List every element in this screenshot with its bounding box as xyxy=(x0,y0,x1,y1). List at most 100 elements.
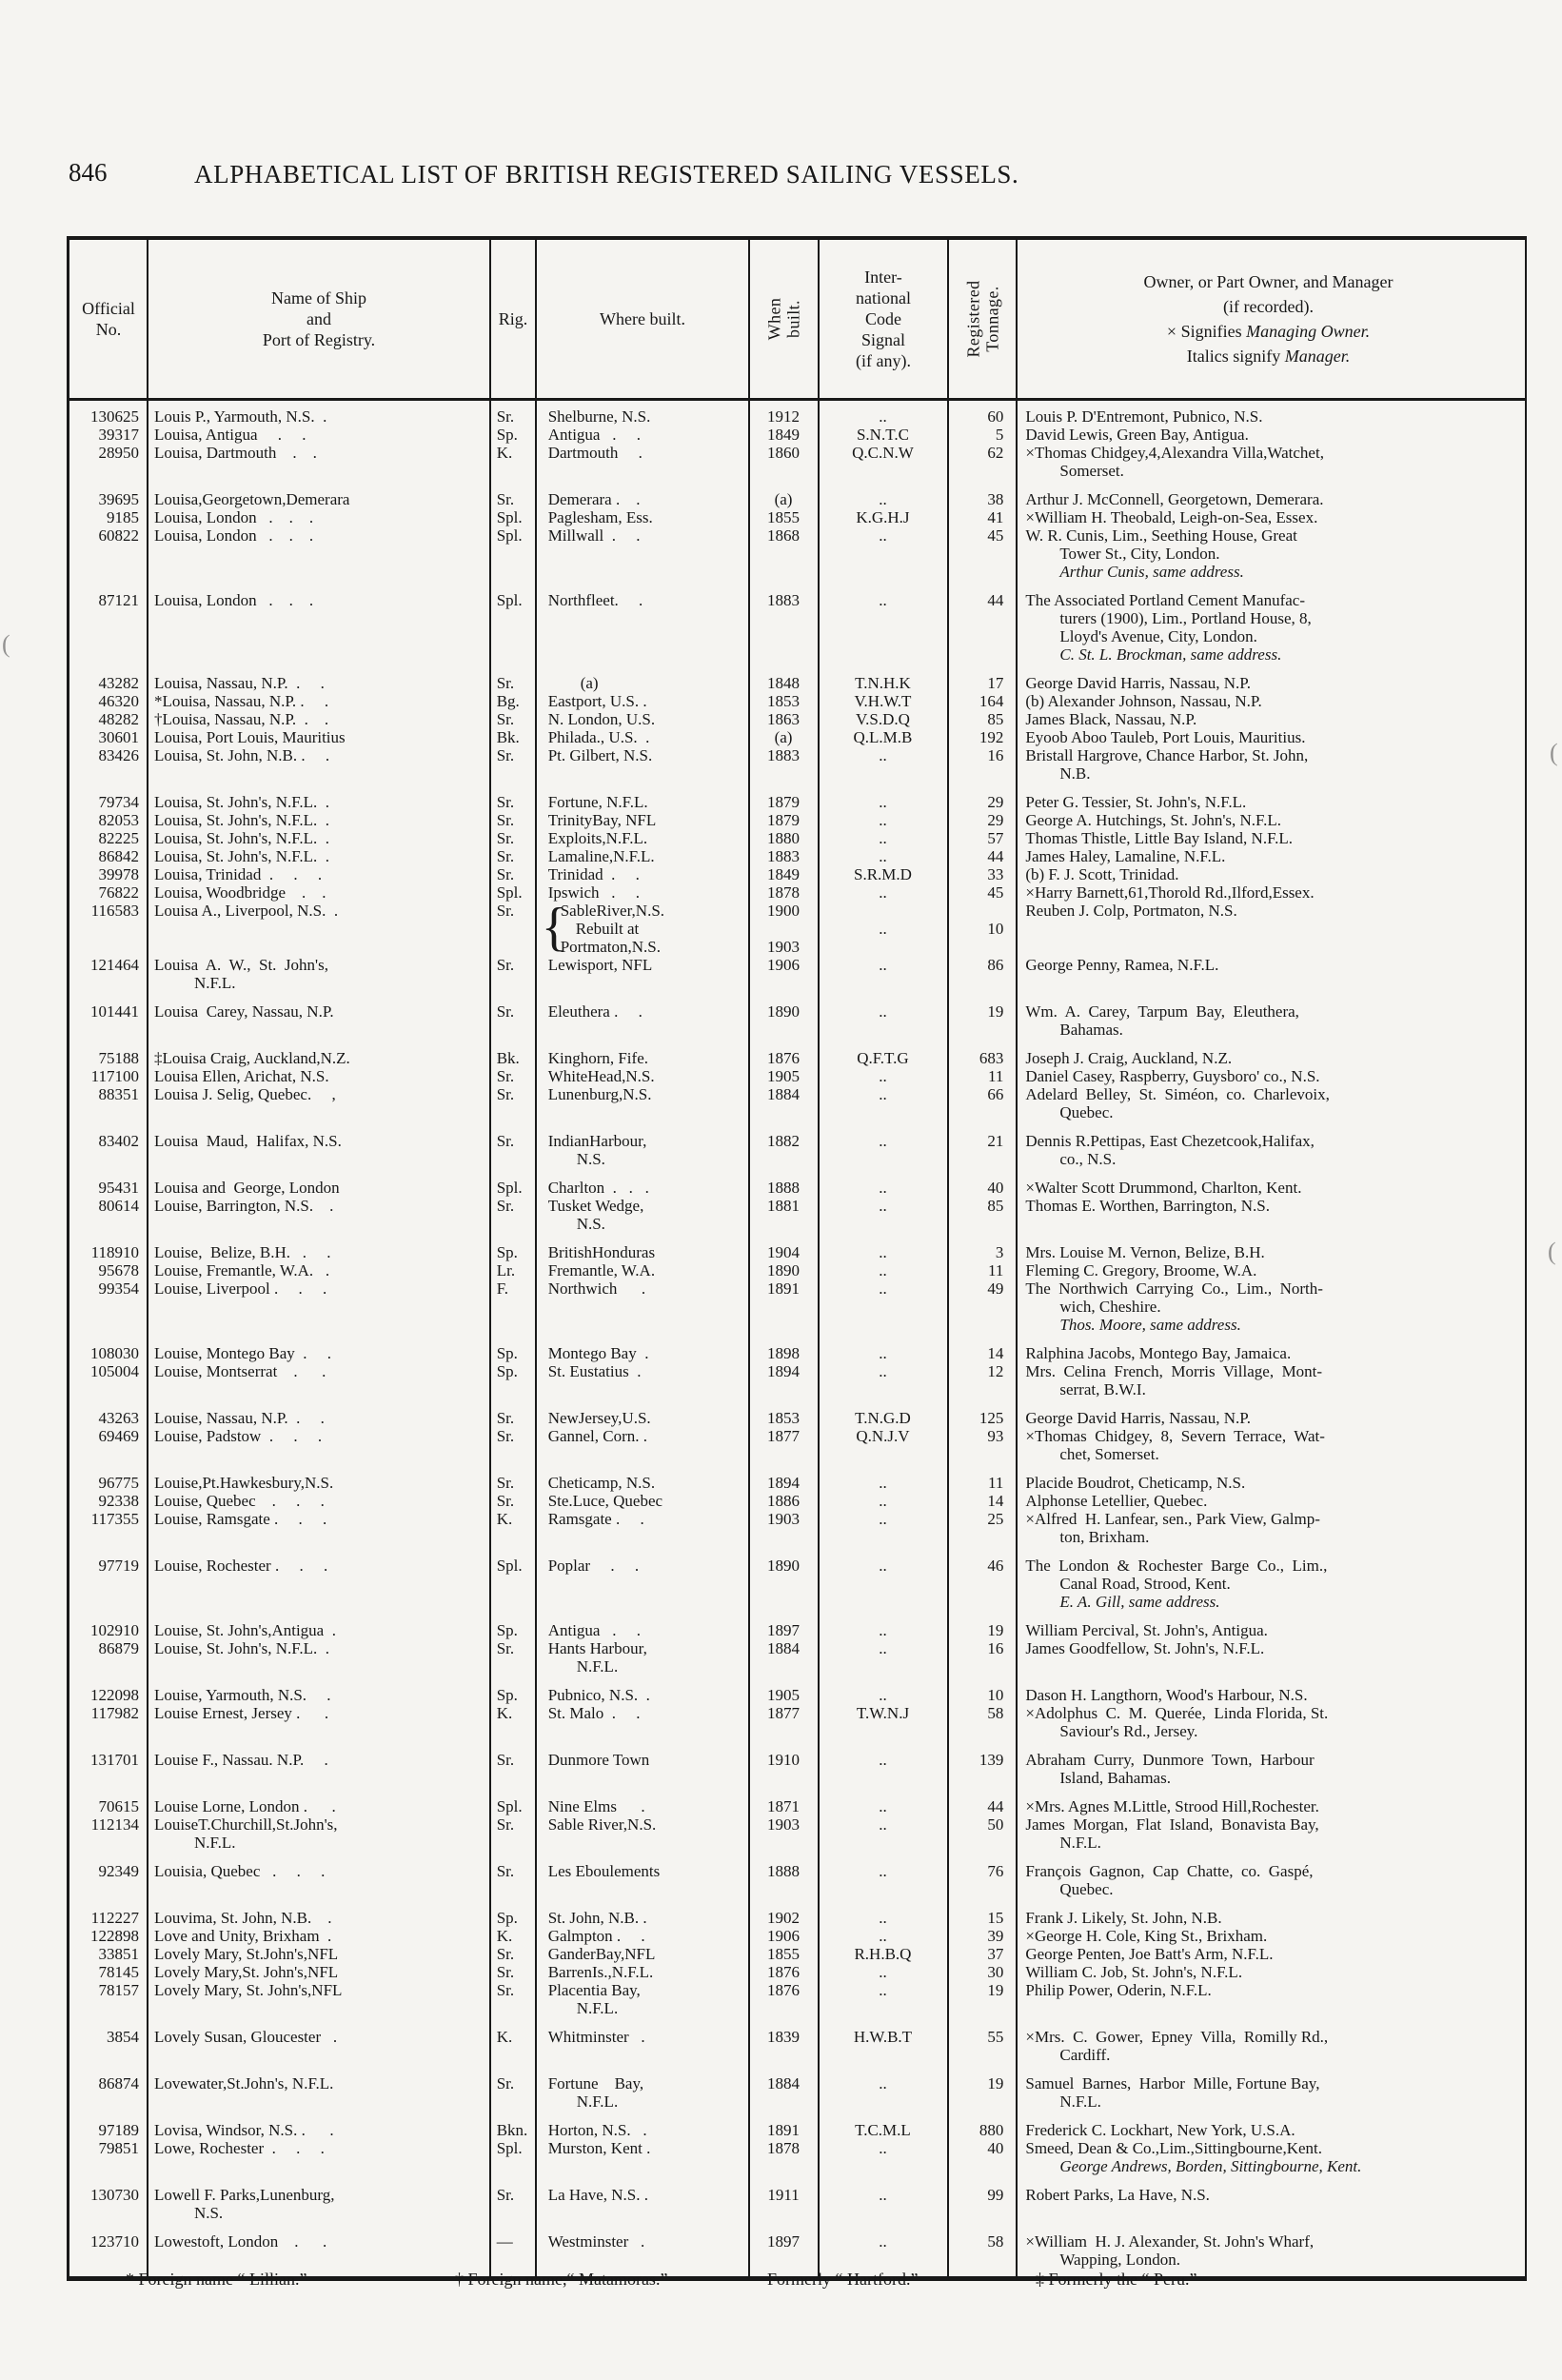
text-line: H.W.B.T xyxy=(853,2028,913,2046)
vessel-table: Official No. Name of Ship and Port of Re… xyxy=(67,236,1527,2281)
when-built-cell: 1891 xyxy=(749,1279,819,1298)
text-line: 97719 xyxy=(98,1557,139,1575)
text-line: Louisa J. Selig, Quebec. , xyxy=(153,1085,336,1103)
text-line: Nine Elms . xyxy=(547,1797,645,1815)
ship-name-cell: Louise F., Nassau. N.P. . xyxy=(148,1751,490,1769)
code-signal-cell: .. xyxy=(819,2139,948,2157)
text-line: 49 xyxy=(987,1279,1004,1298)
code-signal-cell: .. xyxy=(819,1197,948,1215)
official-no-cell: 39695 xyxy=(69,490,148,508)
text-line: Love and Unity, Brixham . xyxy=(153,1927,332,1945)
text-line: 1879 xyxy=(767,793,801,811)
text-line: .. xyxy=(879,1797,887,1815)
text-line: .. xyxy=(879,1492,887,1510)
text-line: 192 xyxy=(979,728,1004,746)
text-line: Rebuilt at xyxy=(575,920,640,938)
text-line: .. xyxy=(879,1279,887,1298)
text-line: T.C.M.L xyxy=(855,2121,911,2139)
when-built-cell: 1876 xyxy=(749,1049,819,1067)
tonnage-cell: 17 xyxy=(947,674,1016,692)
text-line: 41 xyxy=(987,508,1004,526)
text-line: Louisia, Quebec . . . xyxy=(153,1862,326,1880)
header-ship-name: Name of Ship and Port of Registry. xyxy=(262,288,376,349)
text-line: Tower St., City, London. xyxy=(1059,545,1220,563)
ship-name-cell: Louise, Belize, B.H. . . xyxy=(148,1243,490,1261)
text-line: George Penten, Joe Batt's Arm, N.F.L. xyxy=(1025,1945,1274,1963)
text-line: 16 xyxy=(987,1639,1004,1657)
code-signal-cell: .. xyxy=(819,1362,948,1380)
text-line: Smeed, Dean & Co.,Lim.,Sittingbourne,Ken… xyxy=(1025,2139,1322,2157)
owner-cell: The London & Rochester Barge Co., Lim., C… xyxy=(1016,1557,1525,1611)
owner-cell: George A. Hutchings, St. John's, N.F.L. xyxy=(1016,811,1525,829)
official-no-cell: 86879 xyxy=(69,1639,148,1657)
code-signal-cell: .. xyxy=(819,746,948,764)
text-line: Fortune, N.F.L. xyxy=(547,793,648,811)
owner-cell: James Goodfellow, St. John's, N.F.L. xyxy=(1016,1639,1525,1657)
text-line: .. xyxy=(879,847,887,865)
text-line: Lovely Mary, St. John's,NFL xyxy=(153,1981,343,1999)
owner-cell: David Lewis, Green Bay, Antigua. xyxy=(1016,426,1525,444)
when-built-cell: 1898 xyxy=(749,1344,819,1362)
vessel-row: 43263 Louise, Nassau, N.P. . . Sr. NewJerse… xyxy=(69,1409,1525,1427)
text-line: Louisa, St. John's, N.F.L. . xyxy=(153,847,329,865)
official-no-cell: 117982 xyxy=(69,1704,148,1722)
text-line: ‡Louisa Craig, Auckland,N.Z. xyxy=(153,1049,350,1067)
scan-artifact: ( xyxy=(1550,739,1558,766)
official-no-cell: 102910 xyxy=(69,1621,148,1639)
code-signal-cell: .. xyxy=(819,1279,948,1298)
official-no-cell: 43263 xyxy=(69,1409,148,1427)
text-line: 1853 xyxy=(767,1409,801,1427)
tonnage-cell: 85 xyxy=(947,710,1016,728)
when-built-cell: 1911 xyxy=(749,2186,819,2204)
text-line: BarrenIs.,N.F.L. xyxy=(547,1963,654,1981)
text-line: Sr. xyxy=(496,793,515,811)
text-line: T.N.G.D xyxy=(855,1409,911,1427)
page-number: 846 xyxy=(69,158,108,187)
where-built-cell: Pt. Gilbert, N.S. xyxy=(536,746,749,764)
text-line: 1903 xyxy=(767,1510,801,1528)
official-no-cell: 69469 xyxy=(69,1427,148,1445)
text-line: LouiseT.Churchill,St.John's, xyxy=(153,1815,338,1834)
text-line: Louise, Quebec . . . xyxy=(153,1492,325,1510)
tonnage-cell: 44 xyxy=(947,1797,1016,1815)
text-line: 29 xyxy=(987,793,1004,811)
text-line: co., N.S. xyxy=(1059,1150,1117,1168)
text-line: Louise, Barrington, N.S. . xyxy=(153,1197,334,1215)
tonnage-cell: 40 xyxy=(947,2139,1016,2157)
code-signal-cell: .. xyxy=(819,1686,948,1704)
vessel-row: 130625 Louis P., Yarmouth, N.S. . Sr. Shelb… xyxy=(69,407,1525,426)
official-no-cell: 70615 xyxy=(69,1797,148,1815)
text-line: Kinghorn, Fife. xyxy=(547,1049,648,1067)
code-signal-cell: .. xyxy=(819,1751,948,1769)
tonnage-cell: 19 xyxy=(947,1002,1016,1021)
rig-cell: — xyxy=(490,2232,536,2251)
tonnage-cell: 15 xyxy=(947,1909,1016,1927)
when-built-cell: 1871 xyxy=(749,1797,819,1815)
text-line: N.F.L. xyxy=(576,1657,619,1676)
text-line: .. xyxy=(879,1510,887,1528)
text-line: George David Harris, Nassau, N.P. xyxy=(1025,1409,1252,1427)
code-signal-cell: Q.C.N.W xyxy=(819,444,948,462)
text-line: 39695 xyxy=(98,490,139,508)
text-line: Sr. xyxy=(496,902,515,920)
when-built-cell: 1890 xyxy=(749,1002,819,1021)
tonnage-cell: 19 xyxy=(947,1981,1016,1999)
text-line: 3 xyxy=(995,1243,1004,1261)
text-line xyxy=(749,920,819,938)
owner-cell: Wm. A. Carey, Tarpum Bay, Eleuthera, Baha… xyxy=(1016,1002,1525,1039)
when-built-cell: 1879 xyxy=(749,811,819,829)
official-no-cell: 83402 xyxy=(69,1132,148,1150)
text-line: 1911 xyxy=(767,2186,800,2204)
text-line: ×Thomas Chidgey, 8, Severn Terrace, Wat- xyxy=(1025,1427,1325,1445)
ship-name-cell: Louisia, Quebec . . . xyxy=(148,1862,490,1880)
tonnage-cell: 86 xyxy=(947,956,1016,974)
text-line: 1860 xyxy=(767,444,801,462)
text-line: 1898 xyxy=(767,1344,801,1362)
vessel-group: 130730 Lowell F. Parks,Lunenburg, N.S. Sr. L… xyxy=(69,2186,1525,2222)
tonnage-cell: 14 xyxy=(947,1492,1016,1510)
when-built-cell: 1884 xyxy=(749,1639,819,1657)
text-line: 1906 xyxy=(767,956,801,974)
text-line: Lovewater,St.John's, N.F.L. xyxy=(153,2074,334,2092)
text-line: St. Eustatius . xyxy=(547,1362,642,1380)
tonnage-cell: 41 xyxy=(947,508,1016,526)
